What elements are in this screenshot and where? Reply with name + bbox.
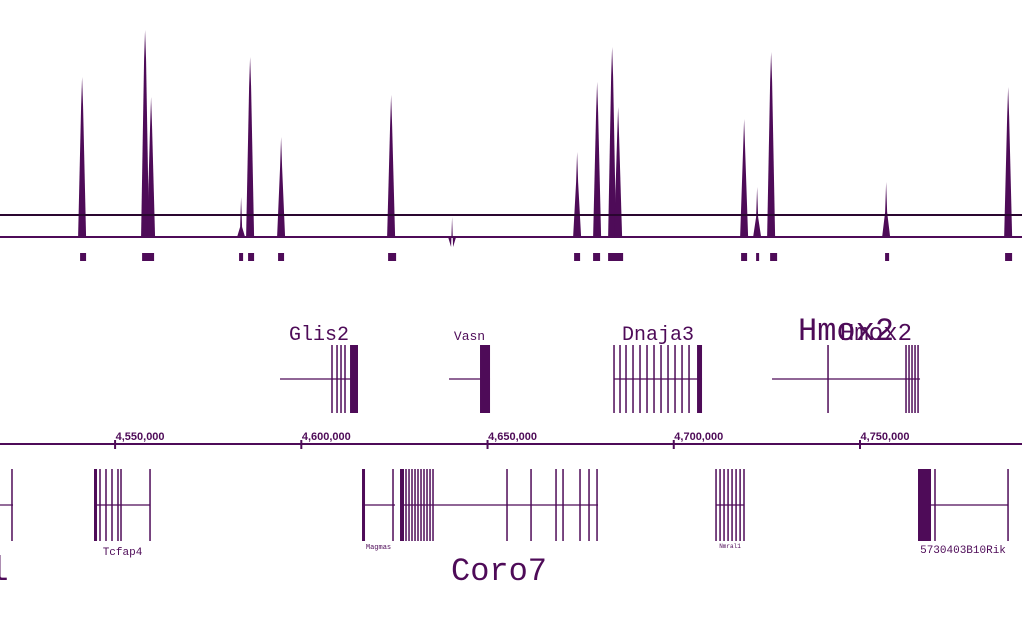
gene-label: Hmox2 bbox=[798, 313, 894, 350]
peak-region bbox=[142, 253, 155, 261]
peak-region bbox=[278, 253, 285, 261]
signal-peak bbox=[740, 119, 749, 237]
axis-tick-label: 4,700,000 bbox=[674, 431, 723, 443]
gene-label: Tcfap4 bbox=[103, 547, 143, 559]
signal-peak bbox=[882, 182, 891, 237]
exon-block bbox=[697, 345, 703, 413]
signal-peak bbox=[387, 95, 396, 237]
exon-block bbox=[918, 469, 932, 541]
peak-region bbox=[248, 253, 255, 261]
peak-region bbox=[239, 253, 244, 261]
signal-peak bbox=[246, 57, 255, 237]
peak-region bbox=[756, 253, 760, 261]
gene-label: Dnaja3 bbox=[622, 324, 694, 347]
peak-region bbox=[741, 253, 748, 261]
signal-peak bbox=[573, 152, 582, 237]
peak-region bbox=[593, 253, 601, 261]
peak-region bbox=[1005, 253, 1013, 261]
peak-region bbox=[80, 253, 87, 261]
gene-label: Nmral1 bbox=[719, 543, 741, 550]
exon-block bbox=[400, 469, 404, 541]
signal-peak bbox=[1004, 87, 1013, 237]
axis-tick-label: 4,750,000 bbox=[861, 431, 910, 443]
gene-label: Magmas bbox=[366, 544, 391, 552]
signal-peak bbox=[78, 77, 87, 237]
gene-label: Coro7 bbox=[451, 553, 547, 590]
gene-label: Vasn bbox=[454, 329, 485, 344]
signal-peak bbox=[237, 197, 246, 237]
peak-region bbox=[608, 253, 624, 261]
exon-block bbox=[362, 469, 366, 541]
peak-region bbox=[574, 253, 581, 261]
signal-peak bbox=[147, 97, 156, 237]
signal-peak bbox=[753, 187, 762, 237]
signal-peak bbox=[141, 30, 150, 237]
peak-region bbox=[770, 253, 778, 261]
exon-block bbox=[480, 345, 491, 413]
axis-tick-label: 4,650,000 bbox=[488, 431, 537, 443]
signal-peak bbox=[767, 52, 776, 237]
gene-label: Glis2 bbox=[289, 324, 349, 347]
gene-label: Hmox2 bbox=[840, 321, 912, 348]
gene-label: 5730403B10Rik bbox=[920, 545, 1006, 557]
axis-tick-label: 4,550,000 bbox=[116, 431, 165, 443]
axis-tick-label: 4,600,000 bbox=[302, 431, 351, 443]
peak-region bbox=[885, 253, 890, 261]
signal-peak bbox=[448, 217, 457, 247]
signal-peak bbox=[277, 137, 286, 237]
peak-region bbox=[388, 253, 397, 261]
signal-peak bbox=[608, 47, 617, 237]
exon-block bbox=[94, 469, 98, 541]
exon-block bbox=[350, 345, 358, 413]
gene-label: l bbox=[0, 553, 9, 591]
signal-peak bbox=[614, 107, 623, 237]
signal-peak bbox=[593, 82, 602, 237]
